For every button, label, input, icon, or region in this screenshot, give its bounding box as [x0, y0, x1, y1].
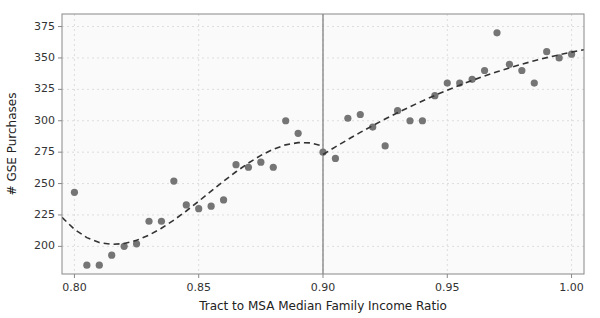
tick-label-y: 200	[34, 239, 55, 252]
tick-y	[58, 89, 62, 90]
scatter-point	[96, 262, 103, 269]
tick-label-x: 0.90	[311, 281, 336, 294]
scatter-point	[481, 67, 488, 74]
scatter-point	[158, 218, 165, 225]
scatter-point	[357, 111, 364, 118]
fit-line	[323, 50, 584, 155]
scatter-point	[83, 262, 90, 269]
tick-label-x: 0.85	[186, 281, 211, 294]
grid-line-x	[323, 14, 324, 274]
scatter-point	[270, 164, 277, 171]
scatter-point	[531, 79, 538, 86]
plot-background	[62, 14, 584, 274]
chart: 200 225 250 275 300 325 350 375 0.80 0.85 0.90 0.95…	[0, 0, 600, 318]
plot-frame	[62, 14, 584, 274]
scatter-point	[506, 61, 513, 68]
grid-line-x	[198, 14, 199, 274]
scatter-point	[382, 142, 389, 149]
scatter-point	[220, 196, 227, 203]
scatter-point	[108, 252, 115, 259]
tick-label-y: 325	[34, 82, 55, 95]
tick-label-y: 250	[34, 177, 55, 190]
tick-x	[323, 274, 324, 278]
tick-y	[58, 214, 62, 215]
scatter-point	[493, 29, 500, 36]
scatter-point	[332, 155, 339, 162]
scatter-point	[71, 189, 78, 196]
scatter-point	[431, 92, 438, 99]
tick-y	[58, 152, 62, 153]
scatter-point	[444, 79, 451, 86]
scatter-point	[543, 48, 550, 55]
scatter-point	[419, 117, 426, 124]
grid-line-x	[447, 14, 448, 274]
fit-line	[62, 143, 323, 245]
tick-label-x: 0.80	[62, 281, 87, 294]
tick-label-x: 1.00	[559, 281, 584, 294]
tick-label-y: 225	[34, 208, 55, 221]
scatter-point	[145, 218, 152, 225]
y-axis-label: # GSE Purchases	[5, 93, 19, 196]
tick-x	[447, 274, 448, 278]
scatter-point	[257, 159, 264, 166]
scatter-point	[344, 115, 351, 122]
scatter-point	[295, 130, 302, 137]
axes: 200 225 250 275 300 325 350 375 0.80 0.85 0.90 0.95…	[34, 20, 584, 294]
grid	[62, 14, 584, 274]
cutoff-line	[322, 14, 323, 274]
tick-label-y: 300	[34, 114, 55, 127]
tick-label-y: 350	[34, 51, 55, 64]
tick-y	[58, 120, 62, 121]
scatter-point	[245, 164, 252, 171]
tick-x	[198, 274, 199, 278]
scatter-point	[183, 201, 190, 208]
scatter-point	[195, 205, 202, 212]
tick-label-y: 275	[34, 145, 55, 158]
scatter-point	[518, 67, 525, 74]
tick-x	[74, 274, 75, 278]
tick-x	[571, 274, 572, 278]
scatter-point	[170, 177, 177, 184]
grid-line-x	[74, 14, 75, 274]
tick-y	[58, 57, 62, 58]
tick-y	[58, 26, 62, 27]
x-axis-label: Tract to MSA Median Family Income Ratio	[198, 299, 447, 313]
scatter-point	[232, 161, 239, 168]
tick-y	[58, 183, 62, 184]
tick-label-x: 0.95	[435, 281, 460, 294]
scatter-point	[208, 203, 215, 210]
scatter-point	[406, 117, 413, 124]
scatter-point	[282, 117, 289, 124]
tick-y	[58, 246, 62, 247]
data-area	[62, 14, 584, 274]
tick-label-y: 375	[34, 20, 55, 33]
